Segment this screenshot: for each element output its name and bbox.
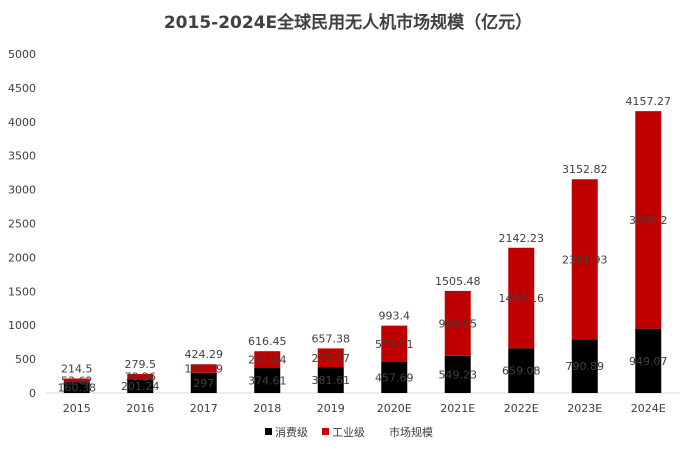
- legend-label-industrial: 工业级: [332, 426, 365, 439]
- data-label-industrial: 241.84: [248, 353, 287, 366]
- data-label-consumer: 457.69: [375, 371, 414, 384]
- legend-label-consumer: 消费级: [275, 425, 308, 439]
- x-tick-label: 2022E: [504, 402, 539, 415]
- y-tick-label: 1000: [8, 319, 36, 332]
- data-label-total: 4157.27: [626, 95, 672, 108]
- data-label-consumer: 659.08: [502, 365, 541, 378]
- data-label-industrial: 535.71: [375, 338, 414, 351]
- data-label-total: 616.45: [248, 335, 287, 348]
- data-label-total: 214.5: [61, 362, 93, 375]
- bar-consumer: [190, 372, 217, 393]
- data-label-consumer: 374.61: [248, 374, 287, 387]
- y-tick-label: 3500: [8, 150, 36, 163]
- legend-swatch-consumer: [265, 428, 272, 435]
- data-label-total: 993.4: [379, 310, 411, 323]
- y-tick-label: 4500: [8, 82, 36, 95]
- bar-industrial: [63, 378, 90, 383]
- data-label-industrial: 956.25: [439, 317, 478, 330]
- bar-consumer: [444, 355, 471, 393]
- y-tick-label: 5000: [8, 48, 36, 61]
- bar-consumer: [635, 328, 662, 393]
- y-tick-label: 4000: [8, 116, 36, 129]
- y-tick-label: 2500: [8, 218, 36, 231]
- bar-consumer: [63, 382, 90, 393]
- data-label-total: 3152.82: [562, 163, 608, 176]
- data-label-industrial: 127.29: [185, 363, 224, 376]
- x-tick-label: 2023E: [567, 402, 602, 415]
- bar-consumer: [127, 379, 154, 393]
- x-tick-label: 2015: [63, 402, 91, 415]
- y-tick-label: 500: [15, 353, 36, 366]
- y-tick-label: 2000: [8, 251, 36, 264]
- bar-consumer: [317, 367, 344, 393]
- bar-industrial: [571, 179, 598, 340]
- data-label-total: 2142.23: [499, 232, 545, 245]
- bar-industrial: [635, 111, 662, 329]
- bar-industrial: [190, 364, 217, 373]
- data-label-total: 1505.48: [435, 275, 481, 288]
- bar-consumer: [381, 361, 408, 393]
- bar-consumer: [508, 348, 535, 393]
- legend-swatch-industrial: [322, 428, 329, 435]
- bar-industrial: [508, 247, 535, 349]
- data-label-consumer: 549.23: [439, 368, 478, 381]
- data-label-consumer: 160.38: [58, 382, 97, 395]
- data-label-consumer: 297: [193, 377, 214, 390]
- bar-industrial: [317, 348, 344, 368]
- data-label-industrial: 1483.16: [499, 292, 545, 305]
- bar-industrial: [444, 290, 471, 356]
- data-label-total: 279.5: [125, 358, 157, 371]
- y-tick-label: 1500: [8, 285, 36, 298]
- data-label-industrial: 3208.2: [629, 214, 668, 227]
- y-tick-label: 0: [29, 387, 36, 400]
- data-label-consumer: 381.61: [312, 374, 351, 387]
- data-label-consumer: 201.24: [121, 380, 160, 393]
- data-label-industrial: 78.26: [125, 371, 157, 384]
- data-label-industrial: 275.77: [312, 352, 351, 365]
- data-label-industrial: 2361.93: [562, 253, 608, 266]
- x-tick-label: 2020E: [377, 402, 412, 415]
- x-tick-label: 2019: [317, 402, 345, 415]
- data-label-consumer: 949.07: [629, 355, 668, 368]
- chart-title: 2015-2024E全球民用无人机市场规模（亿元）: [163, 13, 533, 33]
- data-label-industrial: 53.62: [61, 374, 93, 387]
- data-label-total: 424.29: [185, 348, 224, 361]
- y-tick-label: 3000: [8, 184, 36, 197]
- legend-label-total: 市场规模: [389, 425, 433, 439]
- data-label-consumer: 790.89: [566, 360, 605, 373]
- x-tick-label: 2016: [126, 402, 154, 415]
- x-tick-label: 2017: [190, 402, 218, 415]
- x-tick-label: 2018: [253, 402, 281, 415]
- x-tick-label: 2021E: [440, 402, 475, 415]
- bar-industrial: [381, 325, 408, 362]
- bar-industrial: [254, 351, 281, 368]
- data-label-total: 657.38: [312, 332, 351, 345]
- x-tick-label: 2024E: [631, 402, 666, 415]
- bar-consumer: [571, 339, 598, 393]
- bar-consumer: [254, 367, 281, 393]
- bar-industrial: [127, 374, 154, 380]
